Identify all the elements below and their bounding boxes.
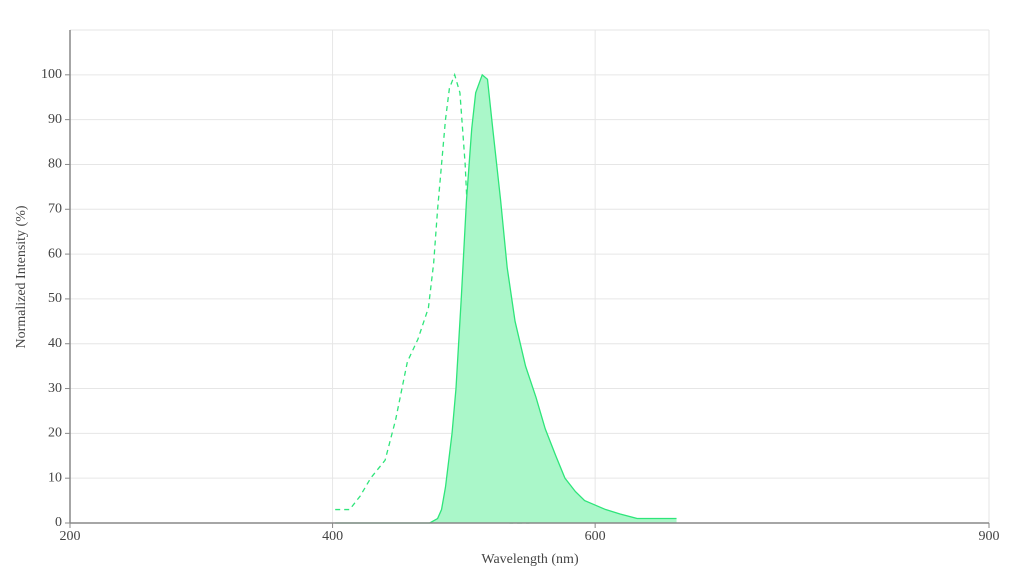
y-axis-title: Normalized Intensity (%) — [14, 205, 29, 348]
x-tick-label: 600 — [585, 529, 606, 544]
x-tick-label: 900 — [979, 529, 1000, 544]
line — [335, 73, 677, 524]
y-tick-label: 10 — [48, 470, 62, 485]
y-tick-label: 100 — [41, 67, 62, 82]
area — [335, 74, 677, 524]
y-tick-label: 40 — [48, 336, 62, 351]
y-tick-label: 30 — [48, 381, 62, 396]
x-tick-label: 200 — [60, 529, 81, 544]
y-tick-label: 60 — [48, 246, 62, 261]
x-tick-label: 400 — [322, 529, 343, 544]
y-tick-label: 50 — [48, 291, 62, 306]
y-tick-label: 0 — [55, 515, 62, 530]
y-tick-label: 80 — [48, 157, 62, 172]
y-tick-label: 70 — [48, 201, 62, 216]
y-tick-label: 20 — [48, 426, 62, 441]
y-tick-label: 90 — [48, 112, 62, 127]
x-axis-title: Wavelength (nm) — [481, 552, 579, 567]
